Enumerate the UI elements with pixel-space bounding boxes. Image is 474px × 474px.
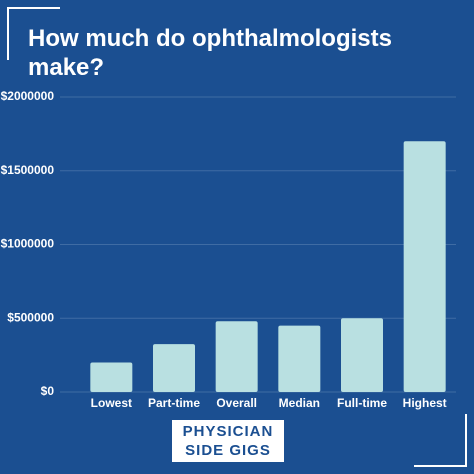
x-tick-label: Median [279,396,320,410]
bar [341,318,383,392]
y-tick-label: $0 [41,384,55,398]
x-tick-label: Part-time [148,396,200,410]
corner-decoration [414,414,467,467]
logo-line: PHYSICIAN [182,423,274,440]
y-tick-label: $1000000 [1,237,55,251]
bar [278,325,321,392]
x-tick-label: Overall [216,396,257,410]
x-tick-label: Lowest [91,396,132,410]
bar [403,141,446,392]
y-tick-label: $1500000 [1,163,55,177]
chart-title: How much do ophthalmologists make? [28,25,392,81]
x-tick-label: Highest [403,396,447,410]
logo-line: SIDE GIGS [185,442,271,459]
bar [90,362,133,392]
bar [215,321,258,392]
y-tick-label: $2000000 [1,89,55,103]
corner-decoration [7,7,60,60]
y-tick-label: $500000 [7,310,54,324]
x-tick-label: Full-time [337,396,387,410]
logo: PHYSICIAN SIDE GIGS [172,420,284,462]
bar [153,344,195,392]
